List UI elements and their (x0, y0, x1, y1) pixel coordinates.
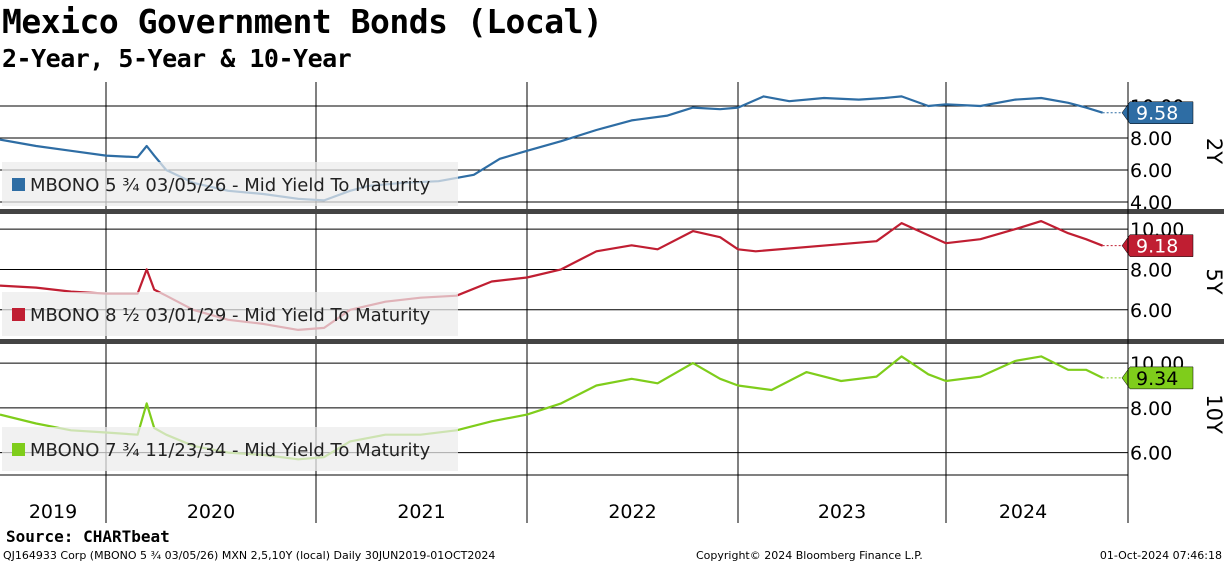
y-tick-label: 4.00 (1130, 192, 1172, 214)
footer-security-info: QJ164933 Corp (MBONO 5 ¾ 03/05/26) MXN 2… (3, 549, 496, 562)
y-tick-label: 8.00 (1130, 128, 1172, 150)
last-value-label: 9.58 (1136, 103, 1178, 125)
source-note: Source: CHARTbeat (6, 527, 170, 546)
y-tick-label: 6.00 (1130, 160, 1172, 182)
chart-subtitle: 2-Year, 5-Year & 10-Year (2, 44, 352, 73)
last-value-label: 9.34 (1136, 368, 1178, 390)
x-tick-label: 2024 (999, 501, 1047, 523)
legend-label: MBONO 5 ¾ 03/05/26 - Mid Yield To Maturi… (30, 175, 431, 196)
x-tick-label: 2020 (187, 501, 235, 523)
legend-box (2, 427, 458, 471)
last-value-tag (1121, 234, 1194, 257)
y-tick-label: 6.00 (1130, 443, 1172, 465)
legend-swatch (12, 308, 25, 321)
x-tick-label: 2019 (29, 501, 77, 523)
y-tick-label: 6.00 (1130, 300, 1172, 322)
series-line-5y (0, 220, 1104, 331)
legend-box (2, 162, 458, 206)
x-tick-label: 2023 (818, 501, 866, 523)
last-value-label: 9.18 (1136, 236, 1178, 258)
panel-separator (0, 339, 1224, 344)
footer-timestamp: 01-Oct-2024 07:46:18 (1099, 549, 1222, 562)
last-value-tag (1121, 101, 1194, 124)
last-value-tag (1121, 366, 1194, 390)
legend-label: MBONO 8 ½ 03/01/29 - Mid Yield To Maturi… (30, 305, 431, 326)
footer-copyright: Copyright© 2024 Bloomberg Finance L.P. (696, 549, 923, 562)
x-tick-label: 2021 (397, 501, 445, 523)
legend-box (2, 292, 458, 336)
x-tick-label: 2022 (608, 501, 656, 523)
panel-label-10y: 10Y (1202, 394, 1224, 434)
panel-separator (0, 209, 1224, 214)
chart-title: Mexico Government Bonds (Local) (2, 2, 603, 41)
y-tick-label: 8.00 (1130, 398, 1172, 420)
panel-label-5y: 5Y (1202, 268, 1224, 294)
legend-label: MBONO 7 ¾ 11/23/34 - Mid Yield To Maturi… (30, 440, 431, 461)
y-tick-label: 8.00 (1130, 259, 1172, 281)
legend-swatch (12, 178, 25, 191)
panel-label-2y: 2Y (1202, 138, 1224, 164)
legend-swatch (12, 443, 25, 456)
